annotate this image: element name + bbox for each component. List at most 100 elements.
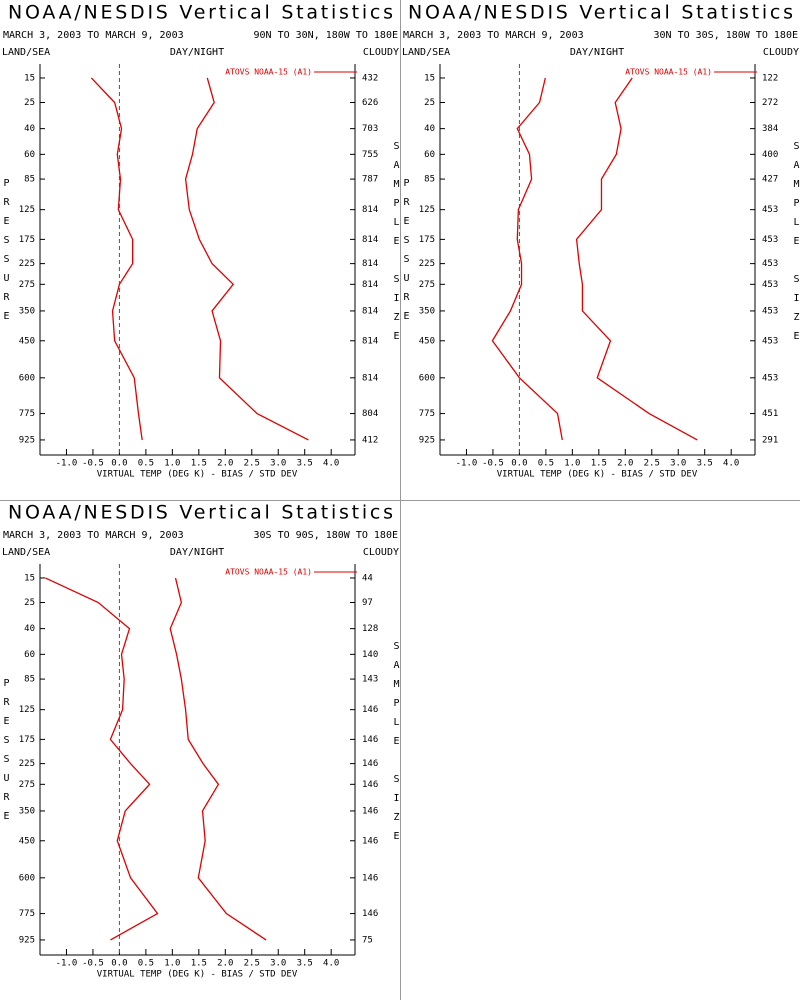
chart-panel: NOAA/NESDIS Vertical Statistics MARCH 3, … (1, 502, 400, 980)
x-axis-label: VIRTUAL TEMP (DEG K) - BIAS / STD DEV (497, 470, 698, 480)
y-tick-label: 275 (19, 780, 35, 790)
land-sea: LAND/SEA (2, 47, 50, 58)
y-tick-label: 225 (19, 259, 35, 269)
y-tick-label: 275 (419, 280, 435, 290)
land-sea: LAND/SEA (2, 547, 50, 558)
x-tick-label: 3.0 (270, 459, 286, 469)
sample-size-label: 291 (762, 435, 778, 445)
profile-line (491, 77, 563, 441)
legend-label: ATOVS NOAA-15 (A1) (225, 568, 312, 577)
sample-size-label: 140 (362, 650, 378, 660)
x-tick-label: 1.0 (164, 459, 180, 469)
sample-size-label: 400 (762, 150, 778, 160)
x-tick-label: 3.5 (297, 459, 313, 469)
sample-size-label: 814 (362, 205, 378, 215)
y-tick-label: 775 (419, 409, 435, 419)
y-tick-label: 350 (19, 806, 35, 816)
sample-size-label: 453 (762, 280, 778, 290)
y-tick-label: 85 (24, 175, 35, 185)
y2-axis-label: SAMPLE SIZE (791, 141, 800, 350)
legend-label: ATOVS NOAA-15 (A1) (225, 68, 312, 77)
y-tick-label: 40 (24, 124, 35, 134)
x-tick-label: 4.0 (323, 459, 339, 469)
subtitle: MARCH 3, 2003 TO MARCH 9, 2003 (403, 30, 584, 41)
y-tick-label: 925 (19, 435, 35, 445)
sample-size-label: 143 (362, 675, 378, 685)
profile-line (45, 577, 159, 941)
subtitle: MARCH 3, 2003 TO MARCH 9, 2003 (3, 30, 184, 41)
y-tick-label: 775 (19, 409, 35, 419)
sample-size-label: 412 (362, 435, 378, 445)
y-tick-label: 85 (24, 675, 35, 685)
y-tick-label: 175 (419, 235, 435, 245)
sample-size-label: 814 (362, 306, 378, 316)
sample-size-label: 453 (762, 235, 778, 245)
chart-panel: NOAA/NESDIS Vertical Statistics MARCH 3, … (1, 2, 400, 480)
x-axis-label: VIRTUAL TEMP (DEG K) - BIAS / STD DEV (97, 470, 298, 480)
sample-size-label: 453 (762, 336, 778, 346)
sample-size-label: 146 (362, 735, 378, 745)
y-tick-label: 60 (424, 150, 435, 160)
y-tick-label: 275 (19, 280, 35, 290)
cloudy: CLOUDY (363, 47, 399, 58)
region: 30N TO 30S, 180W TO 180E (654, 30, 799, 41)
profile-line (169, 577, 267, 941)
x-tick-label: 3.5 (297, 959, 313, 969)
x-tick-label: 3.0 (670, 459, 686, 469)
sample-size-label: 384 (762, 124, 778, 134)
sample-size-label: 146 (362, 806, 378, 816)
sample-size-label: 432 (362, 73, 378, 83)
y-tick-label: 125 (19, 705, 35, 715)
x-tick-label: -0.5 (82, 459, 104, 469)
sample-size-label: 453 (762, 259, 778, 269)
y-axis-label: PRESSURE (1, 178, 12, 330)
y-tick-label: 40 (24, 624, 35, 634)
x-axis-label: VIRTUAL TEMP (DEG K) - BIAS / STD DEV (97, 970, 298, 980)
x-tick-label: 0.0 (111, 459, 127, 469)
sample-size-label: 427 (762, 175, 778, 185)
sample-size-label: 146 (362, 705, 378, 715)
y-tick-label: 125 (19, 205, 35, 215)
x-tick-label: 0.5 (138, 959, 154, 969)
y-tick-label: 450 (19, 836, 35, 846)
x-tick-label: -1.0 (56, 459, 78, 469)
cloudy: CLOUDY (763, 47, 799, 58)
x-tick-label: 2.0 (617, 459, 633, 469)
y-tick-label: 60 (24, 650, 35, 660)
y-tick-label: 15 (24, 73, 35, 83)
x-tick-label: 1.5 (191, 959, 207, 969)
y-tick-label: 25 (24, 598, 35, 608)
x-tick-label: 0.5 (138, 459, 154, 469)
sample-size-label: 453 (762, 205, 778, 215)
sample-size-label: 44 (362, 573, 373, 583)
cloudy: CLOUDY (363, 547, 399, 558)
profile-line (575, 77, 698, 441)
y-axis-label: PRESSURE (401, 178, 412, 330)
y2-axis-label: SAMPLE SIZE (391, 141, 400, 350)
chart-title: NOAA/NESDIS Vertical Statistics (408, 2, 793, 24)
day-night: DAY/NIGHT (170, 47, 224, 58)
sample-size-label: 146 (362, 759, 378, 769)
land-sea: LAND/SEA (402, 47, 450, 58)
x-tick-label: 1.0 (564, 459, 580, 469)
sample-size-label: 146 (362, 836, 378, 846)
x-tick-label: 1.5 (191, 459, 207, 469)
y-tick-label: 925 (19, 935, 35, 945)
y-axis-label: PRESSURE (1, 678, 12, 830)
chart-panel: NOAA/NESDIS Vertical Statistics MARCH 3, … (401, 2, 800, 480)
y-tick-label: 225 (19, 759, 35, 769)
sample-size-label: 146 (362, 780, 378, 790)
y-tick-label: 85 (424, 175, 435, 185)
sample-size-label: 814 (362, 336, 378, 346)
sample-size-label: 814 (362, 259, 378, 269)
y-tick-label: 175 (19, 235, 35, 245)
sample-size-label: 804 (362, 409, 378, 419)
y-tick-label: 600 (419, 373, 435, 383)
x-tick-label: 4.0 (723, 459, 739, 469)
y-tick-label: 775 (19, 909, 35, 919)
y-tick-label: 450 (419, 336, 435, 346)
sample-size-label: 814 (362, 373, 378, 383)
sample-size-label: 814 (362, 280, 378, 290)
y-tick-label: 350 (419, 306, 435, 316)
